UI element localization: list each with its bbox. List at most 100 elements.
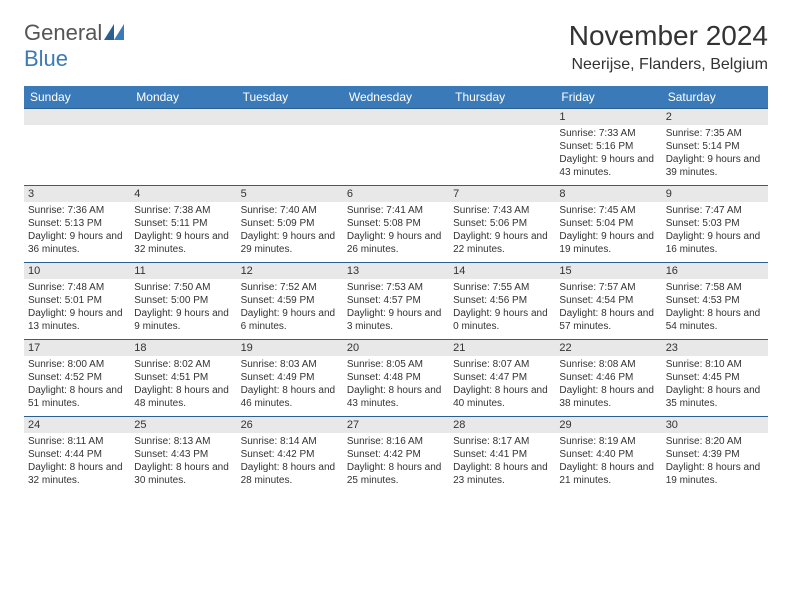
week-row: 24Sunrise: 8:11 AMSunset: 4:44 PMDayligh… (24, 417, 768, 494)
day-header-thursday: Thursday (449, 86, 555, 109)
day-line: Sunset: 4:44 PM (28, 448, 126, 461)
day-line: Sunset: 5:04 PM (559, 217, 657, 230)
day-content: Sunrise: 8:10 AMSunset: 4:45 PMDaylight:… (662, 356, 768, 416)
day-number: 2 (662, 109, 768, 125)
day-line: Sunset: 5:09 PM (241, 217, 339, 230)
day-line: Sunrise: 8:00 AM (28, 358, 126, 371)
day-line: Daylight: 9 hours and 9 minutes. (134, 307, 232, 333)
day-line: Daylight: 8 hours and 21 minutes. (559, 461, 657, 487)
day-line: Daylight: 8 hours and 57 minutes. (559, 307, 657, 333)
day-line: Sunrise: 7:58 AM (666, 281, 764, 294)
day-line: Daylight: 8 hours and 46 minutes. (241, 384, 339, 410)
day-cell: 17Sunrise: 8:00 AMSunset: 4:52 PMDayligh… (24, 340, 130, 417)
day-cell: 12Sunrise: 7:52 AMSunset: 4:59 PMDayligh… (237, 263, 343, 340)
day-line: Sunset: 5:11 PM (134, 217, 232, 230)
day-number: 1 (555, 109, 661, 125)
day-header-sunday: Sunday (24, 86, 130, 109)
day-number: 15 (555, 263, 661, 279)
day-cell: 10Sunrise: 7:48 AMSunset: 5:01 PMDayligh… (24, 263, 130, 340)
day-line: Daylight: 8 hours and 54 minutes. (666, 307, 764, 333)
day-content (130, 125, 236, 185)
day-content: Sunrise: 8:02 AMSunset: 4:51 PMDaylight:… (130, 356, 236, 416)
day-line: Sunrise: 8:02 AM (134, 358, 232, 371)
day-line: Sunrise: 7:33 AM (559, 127, 657, 140)
day-cell: 21Sunrise: 8:07 AMSunset: 4:47 PMDayligh… (449, 340, 555, 417)
day-header-saturday: Saturday (662, 86, 768, 109)
day-line: Daylight: 8 hours and 48 minutes. (134, 384, 232, 410)
day-line: Sunrise: 7:38 AM (134, 204, 232, 217)
day-line: Sunset: 4:57 PM (347, 294, 445, 307)
day-cell: 28Sunrise: 8:17 AMSunset: 4:41 PMDayligh… (449, 417, 555, 494)
day-cell: 13Sunrise: 7:53 AMSunset: 4:57 PMDayligh… (343, 263, 449, 340)
calendar-table: SundayMondayTuesdayWednesdayThursdayFrid… (24, 86, 768, 493)
day-cell: 19Sunrise: 8:03 AMSunset: 4:49 PMDayligh… (237, 340, 343, 417)
day-header-row: SundayMondayTuesdayWednesdayThursdayFrid… (24, 86, 768, 109)
day-cell: 6Sunrise: 7:41 AMSunset: 5:08 PMDaylight… (343, 186, 449, 263)
day-header-tuesday: Tuesday (237, 86, 343, 109)
day-cell: 5Sunrise: 7:40 AMSunset: 5:09 PMDaylight… (237, 186, 343, 263)
day-line: Daylight: 9 hours and 0 minutes. (453, 307, 551, 333)
day-content: Sunrise: 7:52 AMSunset: 4:59 PMDaylight:… (237, 279, 343, 339)
day-content: Sunrise: 7:33 AMSunset: 5:16 PMDaylight:… (555, 125, 661, 185)
day-line: Daylight: 8 hours and 30 minutes. (134, 461, 232, 487)
day-line: Sunrise: 8:14 AM (241, 435, 339, 448)
day-number: 3 (24, 186, 130, 202)
day-number: 11 (130, 263, 236, 279)
day-cell: 3Sunrise: 7:36 AMSunset: 5:13 PMDaylight… (24, 186, 130, 263)
day-line: Daylight: 8 hours and 43 minutes. (347, 384, 445, 410)
day-cell (237, 109, 343, 186)
day-line: Daylight: 8 hours and 35 minutes. (666, 384, 764, 410)
day-line: Daylight: 8 hours and 28 minutes. (241, 461, 339, 487)
day-cell (130, 109, 236, 186)
day-content: Sunrise: 7:53 AMSunset: 4:57 PMDaylight:… (343, 279, 449, 339)
day-line: Sunset: 4:43 PM (134, 448, 232, 461)
day-number: 16 (662, 263, 768, 279)
day-cell: 2Sunrise: 7:35 AMSunset: 5:14 PMDaylight… (662, 109, 768, 186)
day-line: Sunrise: 7:36 AM (28, 204, 126, 217)
day-number (343, 109, 449, 125)
day-content (24, 125, 130, 185)
day-line: Sunset: 5:14 PM (666, 140, 764, 153)
day-number: 12 (237, 263, 343, 279)
day-content: Sunrise: 8:19 AMSunset: 4:40 PMDaylight:… (555, 433, 661, 493)
day-number: 29 (555, 417, 661, 433)
day-line: Daylight: 9 hours and 26 minutes. (347, 230, 445, 256)
day-line: Daylight: 8 hours and 19 minutes. (666, 461, 764, 487)
day-number: 20 (343, 340, 449, 356)
day-number: 19 (237, 340, 343, 356)
day-content: Sunrise: 8:17 AMSunset: 4:41 PMDaylight:… (449, 433, 555, 493)
day-header-monday: Monday (130, 86, 236, 109)
day-line: Sunrise: 8:17 AM (453, 435, 551, 448)
day-content (237, 125, 343, 185)
day-content (343, 125, 449, 185)
day-line: Sunset: 4:53 PM (666, 294, 764, 307)
day-cell: 7Sunrise: 7:43 AMSunset: 5:06 PMDaylight… (449, 186, 555, 263)
day-number: 30 (662, 417, 768, 433)
day-cell: 9Sunrise: 7:47 AMSunset: 5:03 PMDaylight… (662, 186, 768, 263)
day-cell (343, 109, 449, 186)
day-line: Sunset: 4:41 PM (453, 448, 551, 461)
brand-logo: General Blue (24, 20, 124, 72)
day-line: Daylight: 9 hours and 43 minutes. (559, 153, 657, 179)
day-content: Sunrise: 7:58 AMSunset: 4:53 PMDaylight:… (662, 279, 768, 339)
day-cell: 18Sunrise: 8:02 AMSunset: 4:51 PMDayligh… (130, 340, 236, 417)
day-line: Daylight: 8 hours and 51 minutes. (28, 384, 126, 410)
title-block: November 2024 Neerijse, Flanders, Belgiu… (569, 20, 768, 74)
day-cell: 4Sunrise: 7:38 AMSunset: 5:11 PMDaylight… (130, 186, 236, 263)
day-line: Sunset: 5:13 PM (28, 217, 126, 230)
day-line: Sunrise: 8:13 AM (134, 435, 232, 448)
day-line: Sunrise: 7:41 AM (347, 204, 445, 217)
day-number: 6 (343, 186, 449, 202)
day-line: Sunset: 5:03 PM (666, 217, 764, 230)
day-cell: 16Sunrise: 7:58 AMSunset: 4:53 PMDayligh… (662, 263, 768, 340)
day-content: Sunrise: 8:08 AMSunset: 4:46 PMDaylight:… (555, 356, 661, 416)
day-line: Sunrise: 7:50 AM (134, 281, 232, 294)
day-number: 27 (343, 417, 449, 433)
day-line: Sunrise: 8:10 AM (666, 358, 764, 371)
day-line: Sunset: 4:42 PM (347, 448, 445, 461)
day-number: 18 (130, 340, 236, 356)
day-line: Sunset: 4:45 PM (666, 371, 764, 384)
day-content: Sunrise: 8:05 AMSunset: 4:48 PMDaylight:… (343, 356, 449, 416)
day-cell: 8Sunrise: 7:45 AMSunset: 5:04 PMDaylight… (555, 186, 661, 263)
day-number: 28 (449, 417, 555, 433)
